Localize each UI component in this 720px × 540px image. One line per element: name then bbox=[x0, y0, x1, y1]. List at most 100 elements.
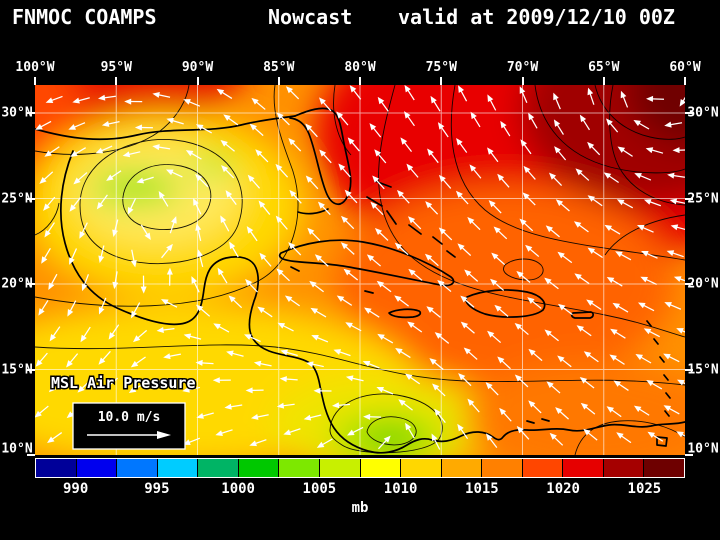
lat-tick-left bbox=[27, 368, 35, 371]
wind-arrow bbox=[103, 377, 119, 390]
wind-arrow bbox=[583, 351, 599, 363]
wind-arrow bbox=[430, 95, 441, 112]
wind-arrow bbox=[80, 326, 91, 343]
wind-arrow bbox=[523, 165, 536, 180]
colorbar-cell bbox=[117, 459, 157, 477]
wind-arrow bbox=[343, 268, 359, 281]
title-product: FNMOC COAMPS bbox=[12, 5, 157, 29]
wind-arrow bbox=[169, 216, 177, 234]
wind-arrow bbox=[374, 228, 389, 241]
wind-arrow bbox=[544, 329, 559, 342]
wind-arrow bbox=[195, 124, 213, 134]
wind-arrow bbox=[575, 168, 590, 181]
wind-arrow bbox=[336, 295, 353, 306]
wind-arrow bbox=[432, 383, 446, 397]
lon-label: 90°W bbox=[181, 60, 214, 75]
wind-arrow bbox=[67, 300, 77, 317]
wind-arrow bbox=[434, 408, 446, 424]
wind-arrow bbox=[431, 433, 441, 450]
wind-arrow bbox=[487, 94, 497, 111]
wind-arrow bbox=[587, 195, 603, 207]
wind-arrow bbox=[395, 347, 411, 359]
wind-arrow bbox=[35, 120, 52, 130]
wind-arrow bbox=[372, 175, 385, 190]
wind-arrow bbox=[288, 138, 302, 152]
wind-arrow bbox=[458, 373, 472, 387]
wind-arrow bbox=[196, 304, 211, 317]
wind-arrow bbox=[249, 123, 264, 137]
wind-arrow bbox=[225, 190, 237, 206]
wind-arrow bbox=[544, 277, 559, 290]
wind-arrow bbox=[316, 438, 333, 448]
wind-arrow bbox=[374, 149, 387, 164]
wind-arrow bbox=[133, 329, 148, 343]
wind-arrow bbox=[580, 402, 596, 415]
wind-arrow bbox=[68, 122, 86, 130]
wind-arrow bbox=[161, 243, 173, 259]
wind-arrow bbox=[458, 85, 468, 102]
wind-arrow bbox=[615, 251, 632, 261]
lon-tick bbox=[440, 77, 443, 85]
colorbar-cell bbox=[279, 459, 319, 477]
wind-arrow bbox=[463, 347, 478, 360]
wind-arrow bbox=[669, 198, 685, 205]
wind-arrow bbox=[35, 352, 48, 367]
wind-arrow bbox=[160, 299, 178, 308]
wind-arrow bbox=[606, 406, 622, 418]
wind-arrow bbox=[349, 85, 362, 100]
colorbar-cell bbox=[360, 459, 401, 477]
wind-arrow bbox=[216, 88, 233, 99]
wind-arrow bbox=[69, 197, 81, 212]
wind-arrow bbox=[519, 218, 534, 232]
colorbar-cell bbox=[157, 459, 198, 477]
wind-arrow bbox=[47, 432, 63, 444]
wind-arrow bbox=[154, 378, 172, 386]
wind-arrow bbox=[434, 332, 450, 344]
wind-arrow bbox=[394, 242, 409, 256]
wind-arrow bbox=[195, 359, 214, 366]
lat-tick-right bbox=[685, 454, 693, 456]
wind-arrow bbox=[195, 223, 202, 242]
wind-arrow bbox=[407, 321, 423, 333]
wind-arrow bbox=[460, 321, 475, 334]
wind-arrow bbox=[276, 402, 295, 409]
wind-arrow bbox=[70, 147, 86, 157]
wind-arrow bbox=[130, 302, 141, 319]
wind-arrow bbox=[574, 273, 590, 285]
wind-arrow bbox=[557, 251, 573, 264]
wind-arrow bbox=[557, 355, 572, 368]
wind-arrow bbox=[112, 271, 119, 290]
wind-scale-label: 10.0 m/s bbox=[98, 410, 161, 425]
lat-tick-right bbox=[685, 112, 693, 114]
wind-arrow bbox=[130, 356, 146, 368]
wind-arrow bbox=[245, 387, 264, 394]
lon-label: 95°W bbox=[100, 60, 132, 75]
wind-arrow bbox=[438, 227, 453, 241]
wind-arrow bbox=[553, 92, 561, 110]
wind-arrow bbox=[527, 297, 542, 309]
wind-arrow bbox=[378, 435, 391, 450]
wind-arrow bbox=[48, 379, 63, 393]
wind-arrow bbox=[226, 350, 244, 357]
wind-arrow bbox=[491, 252, 506, 266]
wind-arrow bbox=[362, 360, 380, 369]
wind-arrow bbox=[677, 379, 685, 389]
wind-arrow bbox=[579, 377, 595, 389]
wind-arrow bbox=[152, 144, 171, 151]
wind-arrow bbox=[377, 333, 394, 344]
wind-arrow bbox=[457, 423, 469, 440]
wind-scale-arrow bbox=[157, 431, 171, 439]
wind-arrow bbox=[77, 379, 91, 393]
wind-arrow bbox=[193, 198, 202, 215]
wind-arrow bbox=[528, 400, 542, 414]
wind-arrow bbox=[303, 414, 322, 421]
wind-arrow bbox=[583, 428, 598, 441]
wind-arrow bbox=[122, 151, 141, 158]
wind-arrow bbox=[514, 322, 529, 336]
wind-arrow bbox=[645, 147, 664, 154]
wind-arrow bbox=[460, 295, 475, 308]
wind-arrow bbox=[554, 146, 567, 161]
wind-arrow bbox=[663, 353, 680, 363]
colorbar-cell bbox=[482, 459, 522, 477]
wind-arrow bbox=[606, 276, 623, 287]
